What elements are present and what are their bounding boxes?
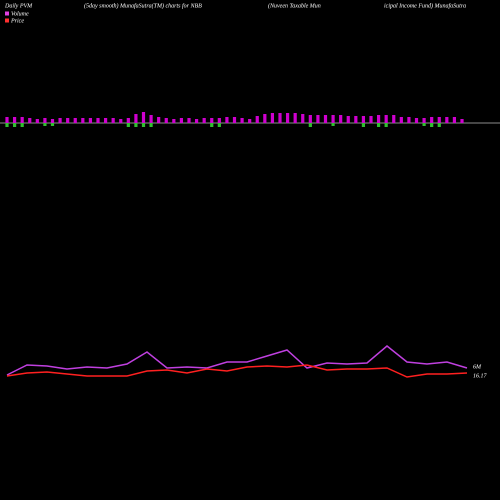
volume-up-bar — [384, 115, 388, 123]
volume-up-bar — [361, 116, 366, 123]
volume-up-bar — [240, 118, 244, 123]
volume-up-bar — [157, 117, 161, 123]
volume-down-bar — [422, 123, 426, 126]
volume-up-bar — [270, 113, 275, 123]
volume-down-bar — [141, 123, 146, 127]
volume-up-bar — [255, 116, 259, 123]
volume-up-bar — [422, 118, 426, 123]
volume-up-bar — [111, 118, 115, 123]
volume-down-bar — [210, 123, 214, 127]
volume-up-bar — [285, 113, 290, 123]
volume-up-bar — [141, 112, 146, 123]
volume-up-bar — [369, 116, 373, 123]
series-end-label: 16.17 — [473, 373, 488, 379]
volume-up-bar — [20, 117, 24, 123]
volume-up-bar — [331, 115, 335, 123]
volume-up-bar — [445, 117, 449, 123]
volume-up-bar — [452, 117, 457, 123]
volume-down-bar — [43, 123, 47, 126]
volume-up-bar — [96, 118, 100, 123]
title-part: (5day smooth) MunafaSutra(TM) charts for… — [84, 2, 202, 9]
volume-up-bar — [339, 115, 343, 123]
volume-down-bar — [437, 123, 441, 127]
volume-up-bar — [376, 115, 381, 123]
volume-down-bar — [384, 123, 388, 127]
volume-up-bar — [73, 118, 77, 123]
volume-up-bar — [43, 118, 47, 123]
series-line — [6, 345, 468, 376]
volume-up-bar — [66, 118, 70, 123]
volume-up-bar — [5, 117, 9, 123]
volume-up-bar — [225, 117, 229, 123]
title-part: (Nuveen Taxable Mun — [268, 2, 321, 9]
volume-up-bar — [81, 118, 85, 123]
volume-up-bar — [414, 118, 419, 123]
volume-up-bar — [316, 115, 320, 123]
volume-up-bar — [460, 119, 464, 123]
volume-down-bar — [217, 123, 221, 127]
volume-down-bar — [50, 123, 55, 126]
legend-label: Price — [10, 18, 24, 24]
volume-up-bar — [50, 119, 55, 123]
volume-down-bar — [308, 123, 312, 127]
volume-up-bar — [187, 118, 191, 123]
volume-down-bar — [376, 123, 381, 127]
volume-up-bar — [12, 117, 17, 123]
volume-up-bar — [119, 119, 123, 123]
volume-up-bar — [179, 118, 184, 123]
volume-down-bar — [126, 123, 130, 127]
volume-up-bar — [134, 114, 138, 123]
volume-up-bar — [399, 117, 403, 123]
volume-up-bar — [164, 118, 168, 123]
volume-down-bar — [430, 123, 434, 127]
legend-swatch — [5, 11, 9, 16]
volume-up-bar — [210, 118, 214, 123]
volume-up-bar — [103, 118, 108, 123]
volume-up-bar — [28, 118, 32, 123]
volume-down-bar — [361, 123, 366, 127]
volume-up-bar — [392, 115, 396, 123]
volume-up-bar — [172, 119, 176, 123]
legend-swatch — [5, 18, 9, 23]
volume-down-bar — [5, 123, 9, 127]
volume-up-bar — [301, 114, 305, 123]
volume-up-bar — [58, 118, 62, 123]
volume-up-bar — [194, 119, 199, 123]
volume-down-bar — [149, 123, 153, 127]
volume-up-bar — [149, 115, 153, 123]
volume-up-bar — [232, 117, 237, 123]
title-part: Daily PVM — [4, 3, 33, 9]
volume-down-bar — [331, 123, 335, 126]
series-line — [6, 364, 468, 378]
volume-up-bar — [263, 114, 267, 123]
volume-up-bar — [248, 119, 252, 123]
volume-up-bar — [35, 119, 39, 123]
volume-down-bar — [20, 123, 24, 127]
volume-up-bar — [430, 117, 434, 123]
volume-up-bar — [217, 118, 221, 123]
volume-up-bar — [126, 118, 130, 123]
volume-up-bar — [437, 117, 441, 123]
volume-up-bar — [354, 116, 358, 123]
volume-up-bar — [346, 116, 350, 123]
legend-label: Volume — [11, 11, 29, 17]
volume-up-bar — [278, 113, 282, 123]
volume-up-bar — [293, 113, 297, 123]
title-part: icipal Income Fund) MunafaSutra — [384, 2, 466, 9]
volume-up-bar — [407, 117, 411, 123]
volume-down-bar — [12, 123, 17, 127]
volume-up-bar — [88, 118, 93, 123]
volume-up-bar — [202, 118, 206, 123]
series-end-label: 6M — [473, 364, 482, 370]
volume-up-bar — [323, 115, 328, 123]
volume-up-bar — [308, 115, 312, 123]
volume-down-bar — [134, 123, 138, 127]
